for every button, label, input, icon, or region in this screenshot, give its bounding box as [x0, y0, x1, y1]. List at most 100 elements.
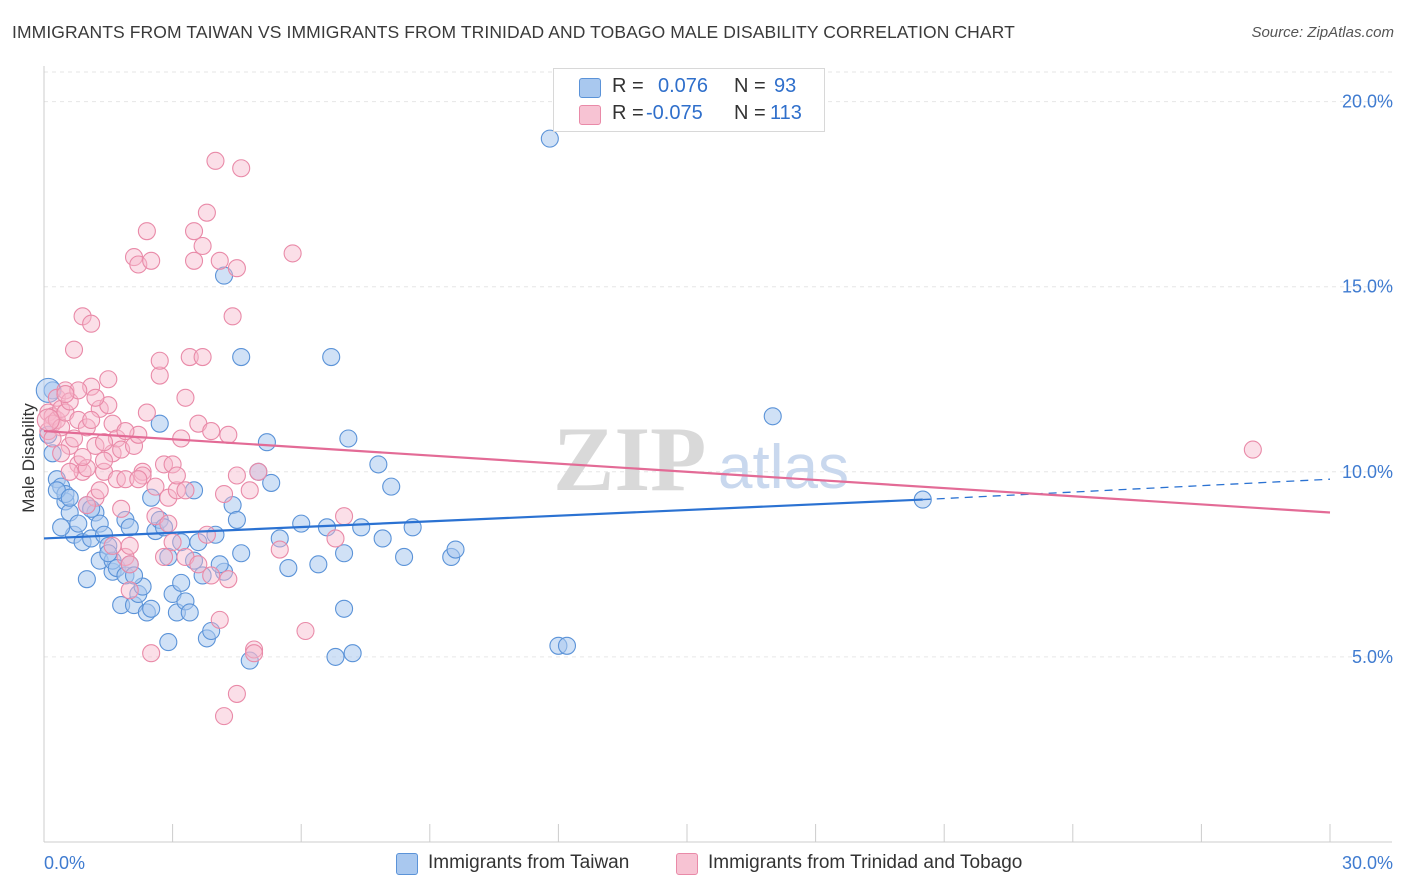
point-taiwan [159, 633, 178, 652]
legend-n-label: N = [734, 75, 766, 97]
point-taiwan [60, 488, 79, 507]
point-trinidad [120, 555, 139, 574]
point-taiwan [446, 540, 465, 559]
chart-title: IMMIGRANTS FROM TAIWAN VS IMMIGRANTS FRO… [12, 22, 1015, 42]
point-taiwan [180, 603, 199, 622]
point-trinidad [82, 410, 101, 430]
legend-r-value-taiwan: 0.076 [658, 75, 709, 97]
point-trinidad [244, 644, 264, 663]
point-trinidad [77, 496, 96, 515]
stats-legend: R = 0.076 N = 93 R = -0.075 N = 113 [553, 68, 825, 132]
point-trinidad [82, 314, 101, 333]
point-trinidad [86, 436, 105, 455]
point-taiwan [373, 529, 392, 548]
point-trinidad [167, 466, 186, 485]
point-trinidad [219, 425, 238, 444]
point-taiwan [232, 347, 251, 367]
watermark-atlas: atlas [718, 433, 849, 502]
point-trinidad [94, 433, 114, 452]
point-trinidad [176, 388, 195, 407]
point-trinidad [120, 536, 139, 555]
trend-line-taiwan-extrapolated [922, 478, 1331, 501]
point-trinidad [77, 459, 96, 478]
point-trinidad [142, 251, 161, 270]
point-taiwan [279, 559, 298, 578]
point-trinidad [214, 707, 234, 726]
point-taiwan [292, 514, 311, 533]
point-trinidad [232, 159, 251, 178]
legend-n-value-trinidad: 113 [770, 102, 802, 124]
source-label: Source: ZipAtlas.com [1251, 24, 1394, 41]
bottom-legend-swatch-taiwan [396, 853, 418, 875]
trend-lines [43, 429, 1331, 540]
point-trinidad [240, 481, 259, 500]
point-trinidad [270, 540, 289, 559]
point-trinidad [137, 403, 156, 422]
point-taiwan [150, 414, 169, 433]
y-axis-label: Male Disability [19, 403, 38, 513]
point-taiwan [257, 433, 276, 452]
point-trinidad [73, 447, 92, 467]
point-taiwan [232, 544, 251, 563]
point-trinidad [227, 259, 246, 278]
series-taiwan-points [35, 129, 932, 670]
point-taiwan [322, 347, 341, 367]
point-taiwan [120, 518, 139, 537]
point-taiwan [326, 647, 345, 666]
point-trinidad [103, 536, 122, 555]
point-trinidad [1243, 440, 1262, 459]
point-trinidad [64, 340, 84, 359]
point-taiwan [335, 544, 354, 563]
point-taiwan [335, 599, 354, 618]
point-trinidad [112, 499, 131, 518]
point-trinidad [296, 621, 315, 641]
x-tick-label-min: 0.0% [44, 853, 85, 873]
point-taiwan [763, 407, 782, 426]
point-taiwan [309, 555, 328, 574]
trend-line-trinidad [43, 429, 1331, 514]
point-trinidad [202, 566, 221, 585]
point-trinidad [227, 684, 246, 703]
point-taiwan [339, 429, 358, 448]
point-trinidad [184, 222, 204, 241]
point-trinidad [159, 514, 178, 533]
point-trinidad [219, 570, 238, 589]
point-trinidad [52, 444, 71, 463]
point-taiwan [52, 518, 71, 537]
point-trinidad [86, 388, 105, 407]
point-trinidad [197, 203, 216, 222]
point-trinidad [210, 610, 229, 629]
point-taiwan [557, 636, 577, 655]
legend-swatch-taiwan [579, 78, 601, 98]
point-taiwan [124, 566, 144, 585]
point-trinidad [56, 385, 75, 404]
bottom-legend-swatch-trinidad [676, 853, 698, 875]
point-taiwan [382, 477, 401, 496]
y-tick-label: 15.0% [1342, 277, 1393, 297]
legend-n-label: N = [734, 102, 766, 124]
point-trinidad [137, 222, 156, 241]
point-trinidad [150, 366, 169, 385]
point-trinidad [163, 455, 182, 474]
y-tick-label: 10.0% [1342, 462, 1393, 482]
y-tick-label: 20.0% [1342, 92, 1393, 112]
point-trinidad [180, 347, 199, 367]
point-trinidad [116, 470, 135, 489]
point-trinidad [129, 470, 148, 489]
legend-swatch-trinidad [579, 105, 601, 125]
point-trinidad [202, 422, 221, 441]
point-taiwan [369, 455, 388, 474]
point-trinidad [60, 462, 79, 481]
legend-n-value-taiwan: 93 [774, 75, 797, 97]
point-taiwan [395, 547, 414, 567]
point-trinidad [283, 244, 302, 263]
point-trinidad [249, 462, 268, 481]
watermark-zip: ZIP [553, 408, 706, 510]
legend-r-label: R = [612, 102, 644, 124]
point-trinidad [176, 481, 195, 500]
point-trinidad [94, 451, 114, 470]
point-taiwan [142, 599, 161, 618]
bottom-legend-label-taiwan: Immigrants from Taiwan [428, 852, 630, 873]
point-trinidad [193, 347, 212, 367]
point-taiwan [343, 644, 362, 663]
